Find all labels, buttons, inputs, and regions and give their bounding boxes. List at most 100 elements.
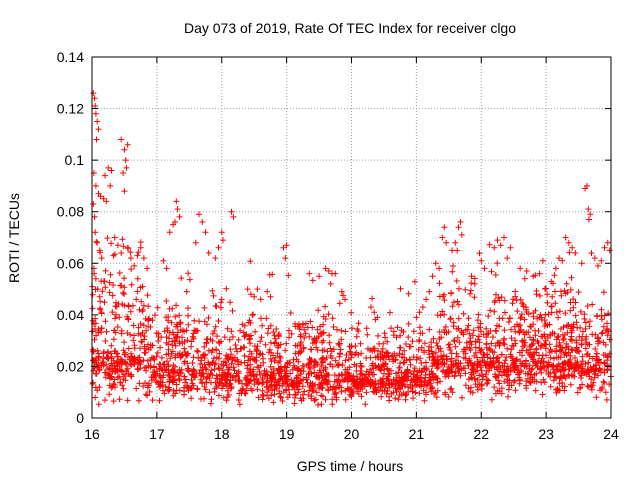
data-point xyxy=(110,336,117,343)
data-point xyxy=(516,374,523,381)
data-point xyxy=(186,276,193,283)
data-point xyxy=(325,268,332,274)
data-point xyxy=(409,338,416,345)
data-point xyxy=(568,333,575,340)
data-point xyxy=(237,327,244,334)
data-point xyxy=(228,383,235,390)
data-point xyxy=(135,366,142,373)
data-point xyxy=(184,352,191,359)
data-point xyxy=(358,364,365,370)
data-point xyxy=(528,353,535,360)
data-point xyxy=(471,280,478,287)
data-point xyxy=(224,373,231,380)
data-point xyxy=(255,364,262,371)
data-point xyxy=(552,288,558,295)
data-point xyxy=(253,346,260,353)
data-point xyxy=(471,294,478,301)
data-point xyxy=(135,397,142,404)
data-point xyxy=(114,324,121,330)
data-point xyxy=(264,389,271,396)
y-tick-label: 0.02 xyxy=(57,358,84,374)
data-point xyxy=(181,391,187,398)
data-point xyxy=(580,328,586,335)
data-point xyxy=(139,308,146,315)
data-point xyxy=(600,378,607,385)
data-point xyxy=(455,224,462,231)
data-point xyxy=(443,355,450,362)
data-point xyxy=(128,373,135,380)
data-point xyxy=(286,334,292,341)
data-point xyxy=(195,355,202,361)
data-point xyxy=(549,293,556,300)
data-point xyxy=(263,315,270,322)
data-point xyxy=(164,358,170,365)
data-point xyxy=(477,347,484,354)
data-point xyxy=(384,349,391,356)
data-point xyxy=(508,335,515,342)
data-point xyxy=(460,354,467,361)
data-point xyxy=(118,367,124,374)
data-point xyxy=(592,346,599,352)
data-point xyxy=(101,299,108,306)
data-point xyxy=(372,362,379,369)
data-point xyxy=(116,373,123,380)
data-point xyxy=(394,324,401,331)
data-point xyxy=(574,359,581,366)
data-point xyxy=(123,164,130,171)
data-point xyxy=(277,375,284,382)
data-point xyxy=(510,296,517,303)
data-point xyxy=(511,377,518,384)
data-point xyxy=(450,263,456,269)
data-point xyxy=(576,348,583,355)
data-point xyxy=(502,309,508,316)
data-point xyxy=(247,361,254,368)
data-point xyxy=(193,370,200,377)
data-point xyxy=(179,334,185,341)
data-point xyxy=(318,363,325,369)
data-point xyxy=(342,328,349,335)
data-point xyxy=(448,290,454,297)
data-point xyxy=(454,363,461,370)
data-point xyxy=(172,390,179,397)
data-point xyxy=(265,395,272,402)
data-point xyxy=(178,352,185,359)
data-point xyxy=(216,371,223,378)
data-point xyxy=(368,304,374,311)
data-point xyxy=(575,347,582,354)
data-point xyxy=(164,325,171,332)
data-point xyxy=(206,361,212,368)
data-point xyxy=(454,298,461,305)
data-point xyxy=(295,386,302,393)
data-point xyxy=(584,366,591,373)
data-point xyxy=(119,382,126,389)
data-point xyxy=(594,357,601,364)
data-point xyxy=(478,381,485,388)
data-point xyxy=(384,388,391,395)
data-point xyxy=(141,333,148,340)
data-point xyxy=(255,394,262,401)
data-point xyxy=(110,252,117,259)
data-point xyxy=(94,387,101,394)
data-point xyxy=(521,342,528,349)
data-point xyxy=(557,374,564,381)
data-point xyxy=(270,366,277,372)
data-point xyxy=(601,244,608,251)
data-point xyxy=(413,356,420,363)
data-point xyxy=(349,325,355,332)
data-point xyxy=(577,324,584,331)
data-point xyxy=(596,366,603,373)
data-point xyxy=(188,376,195,383)
data-point xyxy=(138,338,145,345)
data-point xyxy=(318,392,325,399)
data-point xyxy=(421,366,428,373)
data-point xyxy=(233,372,240,379)
data-point xyxy=(572,312,579,319)
data-point xyxy=(285,327,292,334)
data-point xyxy=(544,291,551,298)
data-point xyxy=(137,332,144,338)
data-point xyxy=(548,278,555,285)
data-point xyxy=(201,304,208,311)
data-point xyxy=(493,374,500,381)
data-point xyxy=(488,396,495,403)
data-point xyxy=(428,344,435,351)
